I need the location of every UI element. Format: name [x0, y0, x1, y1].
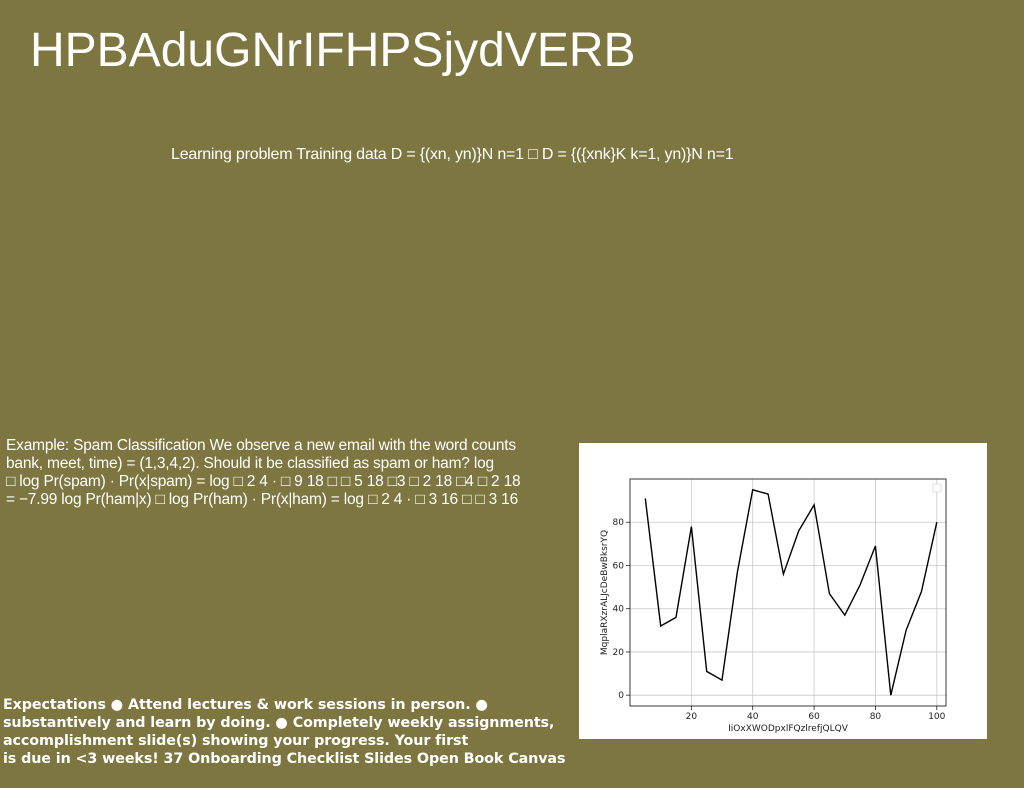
line-chart-panel: 20 40 60 80 100 0 20 40 60 80 IiOxXWODpxlFQzlrefjQ…	[579, 443, 987, 739]
expectations-block: Expectations ● Attend lectures & work se…	[3, 696, 583, 768]
example-line: = −7.99 log Pr(ham|x) □ log Pr(ham) · Pr…	[6, 491, 518, 508]
slide-subtitle: Learning problem Training data D = {(xn,…	[171, 146, 734, 163]
expectations-line: accomplishment slide(s) showing your pro…	[3, 733, 469, 749]
y-axis-label: MqplaRXzrALJcDeBwBksrYQ	[600, 530, 610, 655]
legend-box	[932, 483, 942, 493]
x-tick-label: 60	[808, 712, 820, 722]
y-tick-label: 80	[613, 518, 625, 528]
y-tick-label: 0	[618, 691, 624, 701]
x-tick-label: 20	[686, 712, 698, 722]
expectations-line: Expectations ● Attend lectures & work se…	[3, 697, 488, 713]
x-axis-label: IiOxXWODpxlFQzlrefjQLQV	[728, 724, 849, 734]
example-line: bank, meet, time) = (1,3,4,2). Should it…	[6, 455, 494, 472]
slide-title: HPBAduGNrIFHPSjydVERB	[30, 24, 636, 77]
example-line: □ log Pr(spam) · Pr(x|spam) = log □ 2 4 …	[6, 473, 521, 490]
example-text-block: Example: Spam Classification We observe …	[6, 437, 566, 509]
expectations-line: is due in <3 weeks! 37 Onboarding Checkl…	[3, 751, 566, 767]
x-tick-label: 40	[747, 712, 759, 722]
y-tick-label: 40	[613, 605, 625, 615]
plot-frame	[629, 478, 947, 707]
example-line: Example: Spam Classification We observe …	[6, 437, 516, 454]
y-tick-label: 60	[613, 561, 625, 571]
x-tick-label: 80	[870, 712, 882, 722]
x-tick-label: 100	[928, 712, 945, 722]
y-tick-label: 20	[613, 648, 625, 658]
line-chart: 20 40 60 80 100 0 20 40 60 80 IiOxXWODpxlFQzlrefjQ…	[600, 478, 947, 734]
expectations-line: substantively and learn by doing. ● Comp…	[3, 715, 555, 731]
series-line	[644, 488, 938, 696]
